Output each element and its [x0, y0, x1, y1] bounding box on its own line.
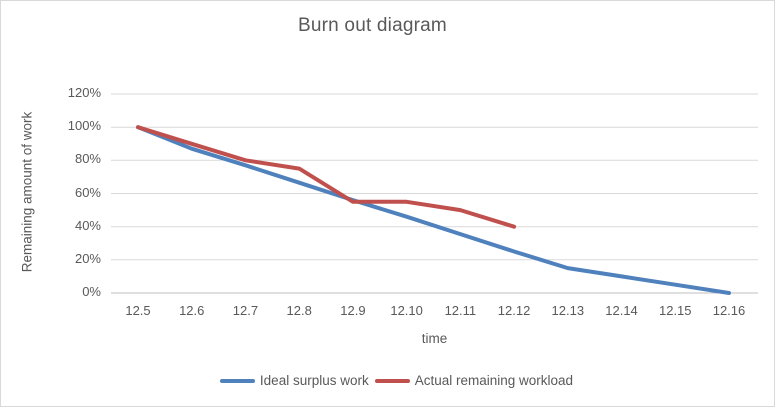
chart-title: Burn out diagram: [298, 15, 447, 36]
x-tick-label: 12.13: [551, 303, 585, 318]
legend-item-ideal-surplus-work: Ideal surplus work: [219, 373, 369, 388]
series-line-1: [136, 125, 517, 229]
y-tick-label: 60%: [74, 184, 101, 200]
legend-label-actual: Actual remaining workload: [414, 373, 574, 388]
y-tick-label: 20%: [74, 250, 101, 266]
x-tick-label: 12.11: [444, 303, 477, 318]
y-tick-label: 120%: [67, 85, 101, 100]
x-tick-label: 12.15: [658, 303, 692, 318]
legend-swatch-actual-line: [374, 378, 410, 383]
x-tick-label: 12.14: [605, 303, 638, 318]
y-tick-label: 40%: [74, 217, 101, 233]
x-tick-label: 12.10: [390, 303, 423, 318]
x-axis-title: time: [421, 331, 448, 346]
x-tick-label: 12.8: [286, 303, 312, 318]
legend-item-actual-remaining-workload: Actual remaining workload: [374, 373, 574, 388]
x-tick-label: 12.12: [497, 303, 531, 318]
legend: Ideal surplus work Actual remaining work…: [1, 373, 774, 388]
y-tick-label: 0%: [82, 284, 101, 299]
legend-swatch-ideal-line: [219, 378, 255, 383]
y-tick-label: 80%: [74, 151, 101, 167]
x-tick-label: 12.16: [712, 303, 746, 318]
x-tick-label: 12.5: [125, 303, 151, 318]
y-tick-label: 100%: [67, 118, 101, 134]
x-tick-label: 12.6: [179, 303, 205, 318]
series-line-0: [136, 125, 731, 295]
x-tick-label: 12.7: [232, 303, 259, 318]
x-tick-label: 12.9: [340, 303, 366, 318]
legend-label-ideal: Ideal surplus work: [259, 373, 369, 388]
